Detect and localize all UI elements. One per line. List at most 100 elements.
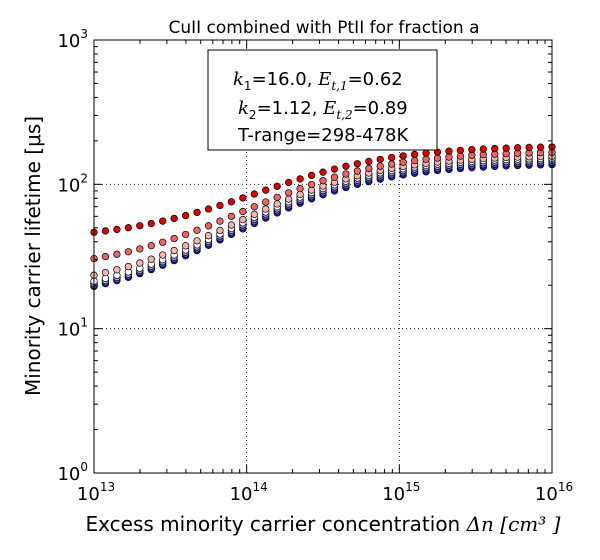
data-point [468, 146, 476, 154]
data-point [181, 230, 190, 239]
annotation-e1-subscript: t,1 [331, 79, 347, 93]
data-point [536, 143, 545, 151]
annotation-k1-subscript: 1 [244, 79, 252, 93]
data-point [101, 252, 110, 261]
data-point [479, 145, 487, 153]
data-point [262, 186, 270, 194]
data-point [422, 155, 430, 163]
data-point [181, 211, 190, 220]
data-point [319, 177, 327, 185]
data-point [216, 217, 224, 225]
data-point [250, 203, 258, 211]
y-tick-labels: 100 101 102 103 [57, 27, 88, 485]
data-point [491, 144, 499, 153]
annotation-line-2: k2=1.12, Et,2=0.89 [238, 98, 408, 122]
data-point [307, 171, 316, 180]
annotation-line-1: k1=16.0, Et,1=0.62 [233, 69, 403, 93]
data-points [90, 143, 556, 291]
data-point [124, 262, 133, 271]
data-point [170, 234, 178, 243]
data-point [136, 259, 144, 267]
data-point [410, 150, 419, 159]
data-point [273, 193, 281, 201]
data-point [502, 144, 510, 152]
data-point [353, 160, 362, 168]
data-point [330, 173, 339, 181]
data-point [239, 194, 247, 202]
data-point [216, 201, 224, 210]
data-point [227, 221, 236, 229]
data-point [181, 242, 190, 250]
data-point [353, 167, 362, 175]
annotation-k1-symbol: k [233, 69, 244, 90]
data-point [422, 149, 430, 157]
data-point [342, 170, 350, 178]
data-point [124, 248, 133, 256]
data-point [113, 225, 121, 234]
data-point [204, 205, 213, 213]
data-point [159, 217, 167, 225]
data-point [262, 198, 270, 206]
data-point [227, 198, 236, 206]
y-axis-label: Minority carrier lifetime [μs] [21, 116, 45, 396]
data-point [216, 226, 224, 235]
data-point [410, 156, 419, 165]
data-point [136, 222, 144, 230]
annotation-e1-value: =0.62 [348, 69, 403, 90]
data-point [365, 157, 373, 166]
annotation-k2-subscript: 2 [249, 108, 257, 122]
y-tick-label: 101 [57, 316, 88, 341]
y-tick-label: 103 [57, 27, 88, 52]
annotation-e2-value: =0.89 [353, 98, 408, 119]
data-point [250, 190, 258, 198]
data-point [147, 219, 155, 228]
x-tick-label: 1013 [77, 480, 115, 505]
series-6 [90, 148, 556, 263]
annotation-k1-value: =16.0, [252, 69, 319, 90]
data-point [445, 147, 453, 155]
data-point [193, 208, 201, 217]
data-point [307, 180, 316, 189]
annotation-e2-symbol: E [322, 98, 336, 119]
data-point [159, 251, 167, 259]
plot-frame [93, 39, 553, 474]
data-point [239, 215, 247, 224]
data-point [101, 227, 110, 235]
chart-title: CuII combined with PtII for fraction a [168, 18, 479, 38]
data-point [525, 143, 533, 152]
data-point [342, 162, 350, 170]
data-point [399, 152, 407, 160]
data-point [285, 195, 293, 203]
data-point [204, 232, 213, 240]
data-point [273, 182, 281, 190]
axis-ticks [93, 39, 553, 474]
data-point [136, 245, 144, 253]
data-point [250, 210, 258, 218]
x-tick-label: 1016 [535, 480, 573, 505]
data-point [296, 175, 304, 183]
data-point [193, 226, 201, 234]
x-tick-labels: 1013 1014 1015 1016 [77, 480, 573, 505]
y-tick-label: 102 [57, 171, 88, 196]
data-point [193, 237, 201, 245]
data-point [285, 178, 293, 187]
annotation-k2-value: =1.12, [257, 98, 324, 119]
data-point [296, 184, 304, 193]
x-axis-label: Excess minority carrier concentration Δn… [86, 512, 561, 536]
data-point [456, 146, 465, 155]
data-point [262, 205, 270, 213]
data-point [124, 224, 133, 232]
annotation-frame [207, 49, 438, 151]
data-point [239, 207, 247, 216]
annotation-line-3: T-range=298-478K [237, 125, 409, 146]
x-axis-label-text: Excess minority carrier concentration [86, 512, 461, 536]
data-point [159, 238, 167, 246]
x-axis-label-unit: [cm³ ] [500, 512, 560, 536]
y-tick-label: 100 [57, 460, 88, 485]
data-point [170, 246, 178, 255]
data-point [147, 242, 155, 250]
data-point [273, 200, 281, 208]
data-point [319, 168, 327, 176]
data-point [388, 160, 396, 168]
